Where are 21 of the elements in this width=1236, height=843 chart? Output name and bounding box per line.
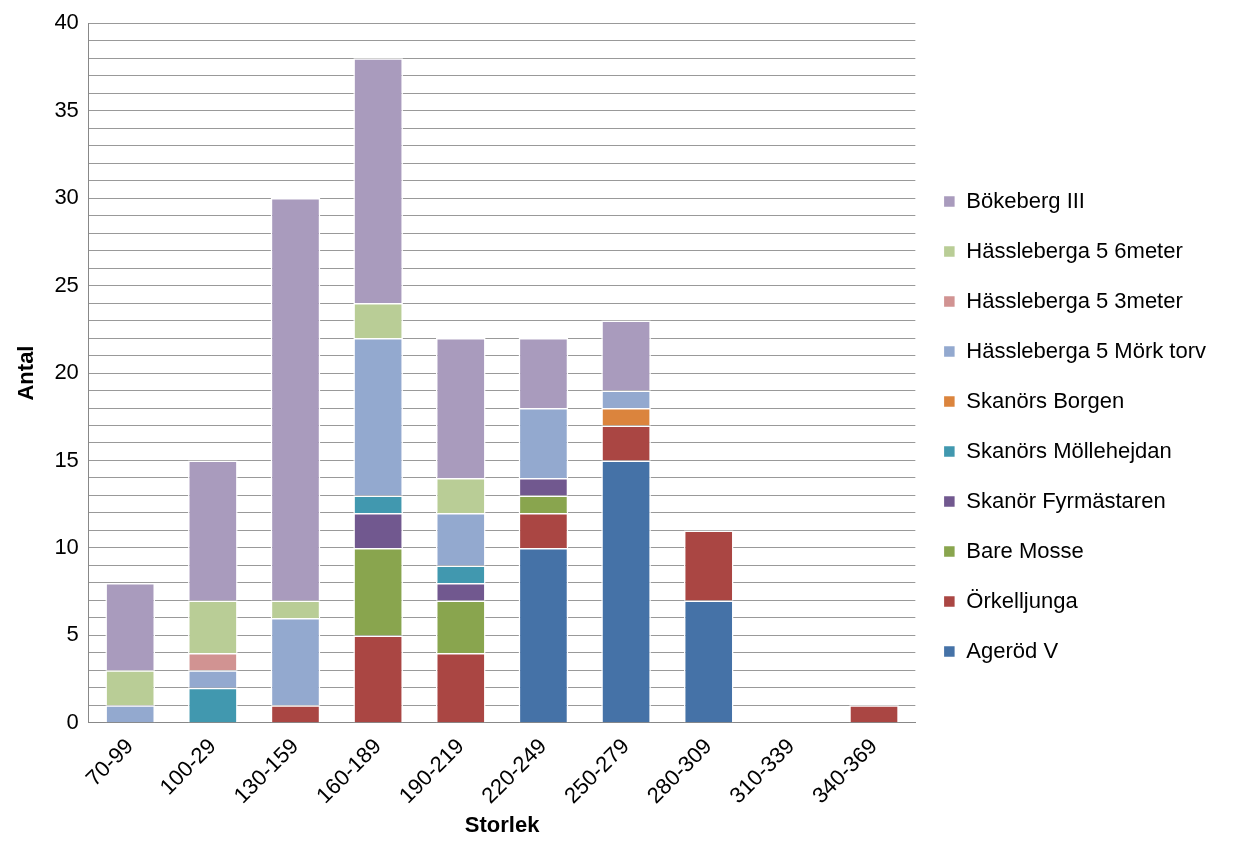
legend-label: Örkelljunga: [966, 587, 1079, 613]
y-axis-title: Antal: [13, 345, 39, 401]
legend-label: Skanörs Borgen: [966, 387, 1125, 413]
y-tick-label: 20: [54, 359, 79, 385]
y-tick-label: 40: [54, 9, 79, 35]
y-tick-label: 15: [54, 446, 79, 472]
legend-label: Bare Mosse: [966, 537, 1084, 563]
y-tick-label: 5: [66, 621, 79, 647]
legend-label: Hässleberga 5 Mörk torv: [966, 337, 1207, 363]
legend-label: Hässleberga 5 6meter: [966, 237, 1183, 263]
y-tick-label: 0: [66, 708, 79, 734]
x-axis-title: Storlek: [464, 811, 541, 837]
legend-label: Skanör Fyrmästaren: [966, 487, 1166, 513]
y-tick-label: 30: [54, 184, 79, 210]
legend-label: Skanörs Möllehejdan: [966, 437, 1172, 463]
y-tick-label: 10: [54, 533, 79, 559]
legend-label: Hässleberga 5 3meter: [966, 287, 1183, 313]
legend-label: Ageröd V: [966, 637, 1059, 663]
y-tick-label: 35: [54, 96, 79, 122]
y-tick-label: 25: [54, 271, 79, 297]
legend-label: Bökeberg III: [966, 187, 1085, 213]
